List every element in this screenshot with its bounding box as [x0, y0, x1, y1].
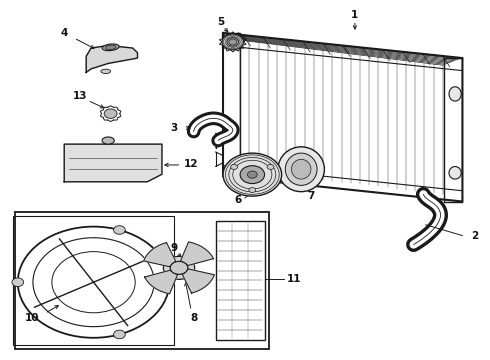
Text: 3: 3: [171, 123, 178, 133]
Circle shape: [247, 171, 257, 178]
Circle shape: [231, 165, 238, 170]
Circle shape: [240, 166, 265, 184]
Bar: [13, 216, 174, 345]
Polygon shape: [64, 144, 162, 182]
Text: 12: 12: [184, 159, 198, 169]
Circle shape: [227, 38, 239, 46]
Circle shape: [114, 226, 125, 234]
Circle shape: [267, 165, 274, 170]
Polygon shape: [182, 269, 215, 293]
Text: 11: 11: [287, 274, 301, 284]
Text: 4: 4: [61, 28, 68, 38]
Circle shape: [104, 109, 117, 118]
Circle shape: [170, 261, 188, 274]
Bar: [216, 221, 265, 339]
Ellipse shape: [102, 137, 114, 144]
Text: 13: 13: [73, 91, 87, 101]
Circle shape: [163, 256, 195, 279]
Text: 2: 2: [471, 231, 478, 240]
Ellipse shape: [449, 87, 461, 101]
Circle shape: [223, 153, 282, 196]
Circle shape: [12, 278, 24, 287]
Text: 6: 6: [234, 195, 241, 205]
Polygon shape: [181, 242, 214, 265]
Ellipse shape: [285, 153, 317, 185]
Text: 7: 7: [307, 191, 315, 201]
Polygon shape: [86, 45, 138, 72]
Text: 1: 1: [351, 10, 359, 20]
Text: 8: 8: [190, 313, 197, 323]
Polygon shape: [144, 243, 176, 267]
Bar: [15, 212, 270, 348]
Text: 5: 5: [217, 17, 224, 27]
Ellipse shape: [102, 44, 119, 51]
Polygon shape: [145, 270, 177, 294]
Ellipse shape: [105, 45, 116, 50]
Circle shape: [170, 261, 188, 274]
Circle shape: [249, 188, 256, 193]
Ellipse shape: [278, 147, 324, 192]
Text: 10: 10: [25, 313, 40, 323]
Ellipse shape: [449, 167, 461, 179]
Circle shape: [114, 330, 125, 339]
Ellipse shape: [292, 159, 311, 179]
Text: 9: 9: [171, 243, 178, 253]
Ellipse shape: [101, 69, 111, 73]
Circle shape: [222, 34, 244, 50]
